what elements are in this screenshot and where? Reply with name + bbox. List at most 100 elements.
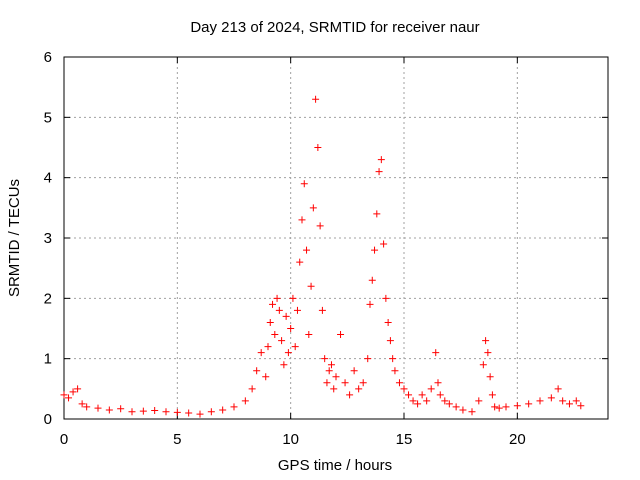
data-point [105,406,113,414]
data-point [117,405,125,413]
data-point [327,361,335,369]
data-point [386,337,394,345]
data-point [253,367,261,375]
data-point [373,210,381,218]
data-point [69,388,77,396]
y-tick-label: 0 [44,411,52,428]
data-point [459,406,467,414]
data-point [380,240,388,248]
data-point [83,403,91,411]
y-tick-labels: 0 1 2 3 4 5 6 [44,49,52,428]
y-tick-label: 4 [44,170,52,187]
data-point [359,379,367,387]
data-point [409,397,417,405]
data-point [230,403,238,411]
x-tick-label: 15 [396,431,413,448]
data-point [577,402,585,410]
data-point [312,95,320,103]
tick-marks [63,56,608,420]
data-point [196,410,204,418]
data-point [486,373,494,381]
data-point [94,404,102,412]
data-point [427,385,435,393]
y-tick-label: 1 [44,351,52,368]
data-point [414,400,422,408]
data-point [60,391,68,399]
data-point [368,276,376,284]
y-tick-label: 2 [44,290,52,307]
data-point [565,400,573,408]
data-point [269,300,277,308]
data-point [266,318,274,326]
data-point [298,216,306,224]
data-point [139,407,147,415]
data-point [284,349,292,357]
data-point [74,385,82,393]
data-point [572,397,580,405]
data-point [65,394,73,402]
chart-title: Day 213 of 2024, SRMTID for receiver nau… [190,19,479,36]
data-point [554,385,562,393]
data-point [355,385,363,393]
data-point [257,349,265,357]
data-point [547,394,555,402]
data-point [300,180,308,188]
data-point [151,407,159,415]
data-point [436,391,444,399]
data-point [296,258,304,266]
y-tick-label: 6 [44,49,52,66]
data-point [78,400,86,408]
data-point [291,343,299,351]
data-point [309,204,317,212]
data-point [341,379,349,387]
data-point [282,312,290,320]
data-point [513,402,521,410]
data-point [219,406,227,414]
data-point [337,331,345,339]
data-point [536,397,544,405]
data-point [525,400,533,408]
data-point [318,306,326,314]
data-point [316,222,324,230]
data-point [314,144,322,151]
data-point [405,391,413,399]
y-axis-label: SRMTID / TECUs [6,179,23,297]
data-point [423,397,431,405]
x-tick-label: 20 [509,431,526,448]
data-point [441,397,449,405]
x-tick-labels: 0 5 10 15 20 [60,431,526,448]
data-point [391,367,399,375]
data-point [371,246,379,254]
data-point [280,361,288,369]
data-point [303,246,311,254]
data-point [305,331,313,339]
x-tick-label: 10 [282,431,299,448]
data-point [350,367,358,375]
data-point [375,168,383,176]
data-point [445,400,453,408]
data-point [400,385,408,393]
data-point [346,391,354,399]
y-tick-label: 5 [44,109,52,126]
data-point [484,349,492,357]
data-point [382,294,390,302]
data-point [479,361,487,369]
data-point [418,391,426,399]
data-point [395,379,403,387]
data-point [287,325,295,332]
y-tick-label: 3 [44,230,52,247]
x-axis-label: GPS time / hours [278,457,392,474]
data-point [264,343,272,351]
data-point [262,373,270,381]
data-point [278,337,286,345]
data-point [330,385,338,393]
data-point [241,397,249,405]
data-point [384,318,392,326]
data-point [321,355,329,363]
grid-lines [64,57,608,419]
data-point [271,331,279,339]
data-point [293,306,301,314]
data-point [432,349,440,357]
